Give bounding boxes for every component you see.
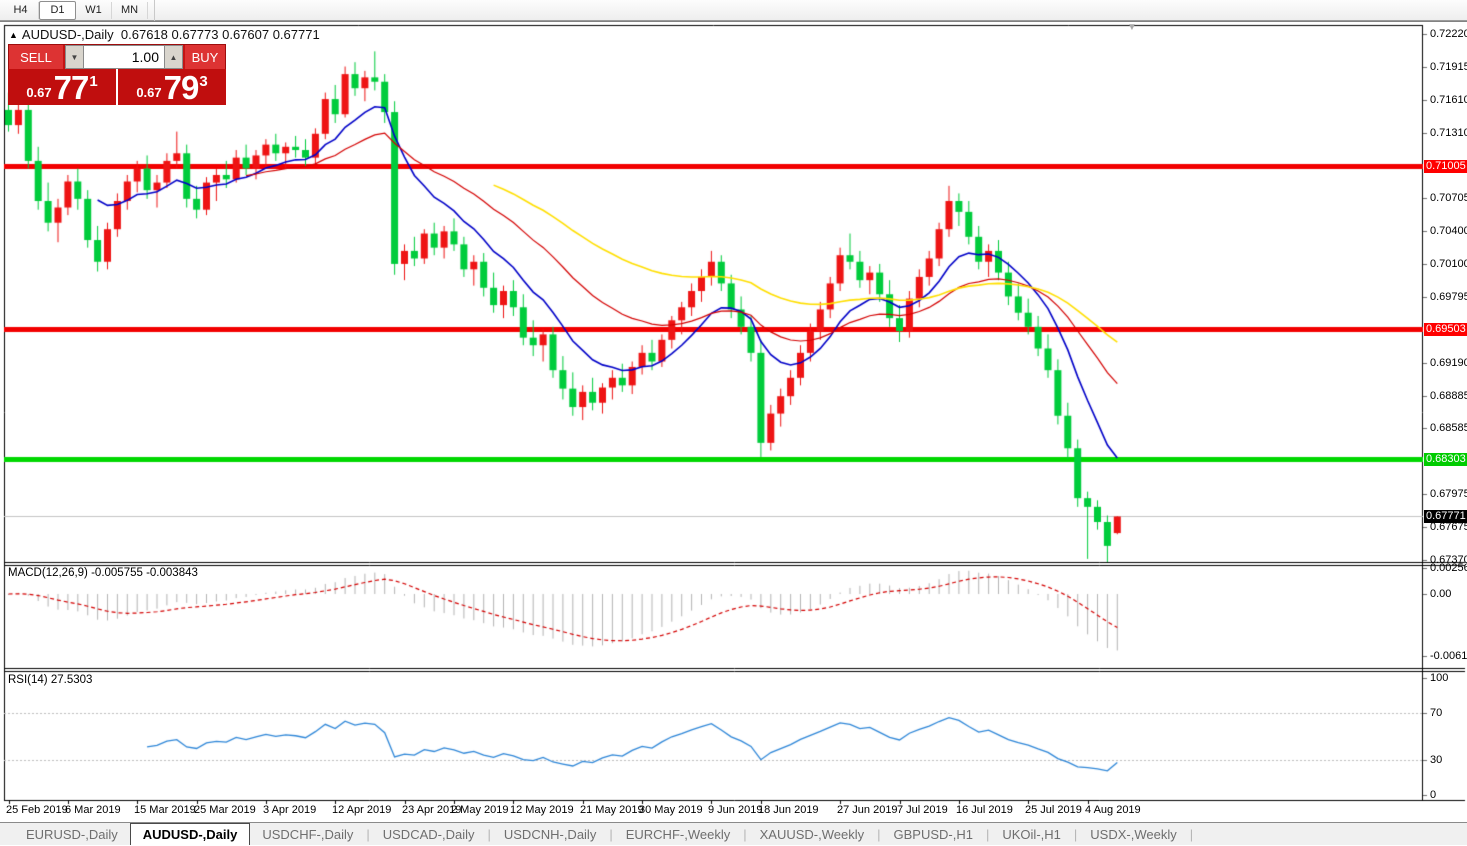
buy-price-sup: 3 [199,73,208,90]
tab-usdchf-daily[interactable]: USDCHF-,Daily [262,826,354,842]
trade-panel-prices: 0.67 77 1 0.67 79 3 [8,69,226,105]
sell-price-sup: 1 [89,73,98,90]
tab-separator: | [1189,826,1194,842]
sell-price[interactable]: 0.67 77 1 [8,69,116,105]
tab-separator: | [366,826,370,842]
tab-eurusd-daily[interactable]: EURUSD-,Daily [26,826,118,842]
tab-audusd-daily[interactable]: AUDUSD-,Daily [129,823,251,845]
trade-panel-controls: SELL ▼ 1.00 ▲ BUY [8,44,226,69]
one-click-trade-panel: SELL ▼ 1.00 ▲ BUY 0.67 77 1 0.67 79 3 [8,44,226,105]
volume-input[interactable]: 1.00 [84,45,164,69]
tab-usdcnh-daily[interactable]: USDCNH-,Daily [503,826,597,842]
timeframe-toolbar: H4 D1 W1 MN [0,0,1467,21]
timeframe-button-d1[interactable]: D1 [39,0,76,20]
buy-price[interactable]: 0.67 79 3 [118,69,226,105]
tab-gbpusd-h1[interactable]: GBPUSD-,H1 [893,826,973,842]
tab-separator: | [985,826,990,842]
tab-separator: | [609,826,613,842]
buy-price-big: 79 [163,69,200,105]
chart-ohlc-values: 0.67618 0.67773 0.67607 0.67771 [120,27,320,42]
buy-button[interactable]: BUY [183,45,225,69]
tab-separator: | [1073,826,1078,842]
timeframe-button-w1[interactable]: W1 [76,1,112,19]
tab-separator: | [743,826,747,842]
tab-separator: | [487,826,491,842]
tab-separator: | [877,826,881,842]
chart-symbol-label: AUDUSD-,Daily [21,27,114,42]
sell-button[interactable]: SELL [9,45,65,69]
chevron-down-icon[interactable]: ▼ [1127,22,1137,33]
timeframe-button-mn[interactable]: MN [112,1,148,19]
toolbar-separator [148,0,155,21]
timeframe-button-h4[interactable]: H4 [3,1,39,19]
tab-xauusd-weekly[interactable]: XAUUSD-,Weekly [759,826,865,842]
symbol-marker-icon: ▲ [9,30,18,40]
tab-usdx-weekly[interactable]: USDX-,Weekly [1090,826,1177,842]
chart-title: ▲ AUDUSD-,Daily 0.67618 0.67773 0.67607 0… [9,27,320,42]
symbol-tabs-bar: EURUSD-,Daily AUDUSD-,Daily USDCHF-,Daily |… [0,822,1467,845]
sell-price-big: 77 [53,69,90,105]
tab-ukoil-h1[interactable]: UKOil-,H1 [1002,826,1061,842]
volume-decrease-button[interactable]: ▼ [65,45,84,69]
volume-increase-button[interactable]: ▲ [164,45,183,69]
tab-eurchf-weekly[interactable]: EURCHF-,Weekly [625,826,731,842]
buy-price-prefix: 0.67 [136,85,162,100]
sell-price-prefix: 0.67 [26,85,52,100]
tab-usdcad-daily[interactable]: USDCAD-,Daily [382,826,475,842]
